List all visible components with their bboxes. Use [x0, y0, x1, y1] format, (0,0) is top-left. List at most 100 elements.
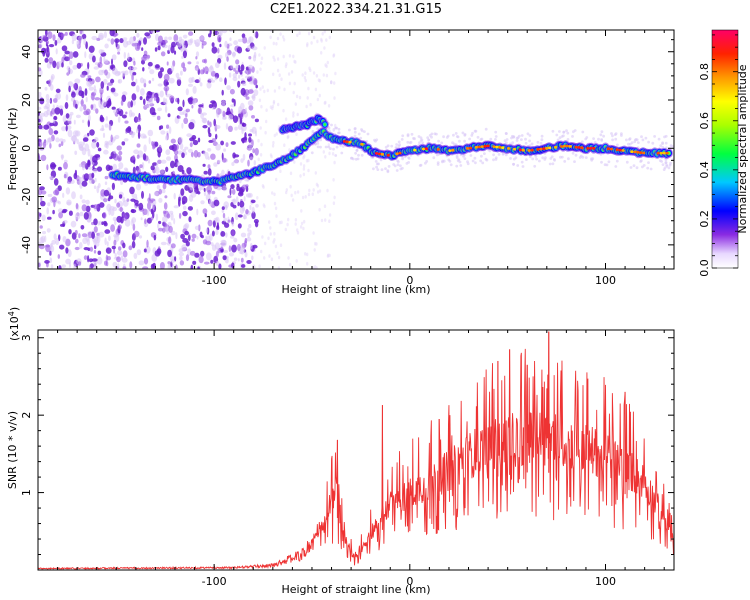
- noise-speck: [600, 130, 604, 134]
- noise-speck: [131, 217, 137, 224]
- noise-speck: [240, 232, 247, 238]
- noise-speck: [629, 166, 633, 169]
- noise-speck: [192, 99, 196, 106]
- noise-speck: [530, 142, 534, 146]
- noise-speck: [212, 220, 216, 228]
- noise-speck: [182, 50, 187, 59]
- spectrogram-x-ticks: -100 0 100: [57, 30, 665, 287]
- noise-speck: [118, 246, 122, 251]
- noise-speck: [176, 78, 182, 87]
- noise-speck: [333, 81, 336, 85]
- noise-speck: [611, 134, 614, 138]
- noise-speck: [52, 119, 56, 124]
- noise-speck: [84, 51, 87, 59]
- noise-speck: [188, 77, 193, 84]
- noise-speck: [640, 135, 643, 139]
- noise-speck: [492, 153, 495, 157]
- noise-speck: [146, 239, 149, 248]
- noise-speck: [251, 255, 254, 261]
- ridge-peak-mark: [436, 148, 440, 151]
- noise-speck: [38, 140, 43, 148]
- noise-speck: [410, 132, 414, 136]
- noise-speck: [324, 155, 327, 159]
- noise-speck: [249, 205, 252, 210]
- noise-speck: [40, 154, 47, 162]
- noise-speck: [111, 245, 116, 250]
- noise-speck: [174, 264, 178, 269]
- noise-speck: [192, 260, 197, 265]
- noise-speck: [528, 134, 532, 137]
- noise-speck: [153, 234, 157, 241]
- noise-speck: [288, 148, 291, 152]
- noise-speck: [201, 43, 204, 49]
- colorbar-label: Normalized spectral amplitude: [736, 64, 749, 233]
- noise-speck: [647, 140, 650, 144]
- x-tick-label: 100: [595, 274, 616, 287]
- noise-speck: [142, 78, 147, 84]
- noise-speck: [148, 80, 152, 84]
- noise-speck: [207, 126, 211, 135]
- noise-speck: [85, 199, 90, 205]
- noise-speck: [75, 103, 78, 109]
- noise-speck: [51, 196, 57, 203]
- noise-speck: [153, 94, 157, 102]
- noise-speck: [330, 80, 333, 84]
- noise-speck: [296, 112, 299, 117]
- noise-speck: [254, 118, 259, 123]
- noise-speck: [406, 140, 410, 144]
- spectrogram-y-axis-label: Frequency (Hz): [6, 108, 19, 191]
- noise-speck: [152, 144, 156, 150]
- noise-speck: [53, 115, 58, 121]
- noise-speck: [181, 122, 184, 129]
- noise-speck: [234, 212, 239, 221]
- noise-speck: [462, 154, 465, 158]
- noise-speck: [282, 54, 285, 59]
- noise-speck: [246, 260, 252, 264]
- noise-speck: [384, 145, 388, 149]
- noise-speck: [228, 113, 233, 121]
- noise-speck: [63, 162, 68, 170]
- noise-speck: [89, 129, 95, 136]
- noise-speck: [288, 262, 292, 267]
- noise-speck: [448, 159, 452, 163]
- colorbar-tick-label: 0.6: [698, 112, 711, 130]
- noise-speck: [155, 213, 159, 221]
- noise-speck: [199, 82, 203, 87]
- noise-speck: [198, 35, 205, 41]
- noise-speck: [640, 159, 643, 163]
- noise-speck: [117, 116, 121, 123]
- noise-speck: [187, 206, 193, 211]
- noise-speck: [239, 200, 245, 208]
- noise-speck: [661, 163, 665, 167]
- noise-speck: [190, 264, 194, 269]
- noise-speck: [175, 72, 180, 78]
- noise-speck: [202, 239, 208, 245]
- noise-speck: [111, 106, 116, 110]
- noise-speck: [87, 247, 91, 251]
- noise-speck: [194, 79, 200, 84]
- noise-speck: [94, 97, 101, 101]
- noise-speck: [474, 161, 477, 165]
- noise-speck: [65, 187, 71, 195]
- noise-speck: [567, 157, 570, 161]
- ridge-peak-mark: [468, 146, 473, 150]
- noise-speck: [565, 129, 568, 133]
- noise-speck: [248, 64, 253, 70]
- noise-speck: [224, 77, 227, 86]
- noise-speck: [178, 212, 182, 219]
- noise-speck: [614, 137, 618, 141]
- noise-speck: [304, 195, 307, 199]
- y-tick-label: 40: [20, 45, 33, 59]
- noise-speck: [484, 157, 488, 161]
- noise-speck: [265, 119, 268, 124]
- noise-speck: [274, 206, 278, 211]
- noise-speck: [399, 164, 402, 168]
- colorbar-tick-label: 0.4: [698, 161, 711, 179]
- noise-speck: [274, 244, 278, 249]
- noise-speck: [38, 106, 42, 110]
- noise-speck: [129, 36, 135, 45]
- ridge-peak-mark: [342, 140, 346, 143]
- noise-speck: [246, 237, 252, 242]
- noise-speck: [271, 104, 275, 109]
